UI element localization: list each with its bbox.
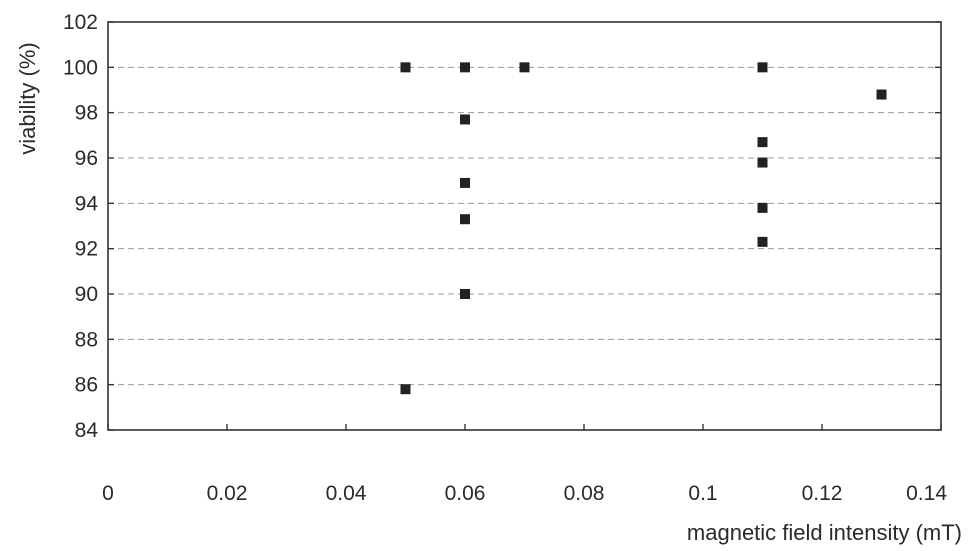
- y-axis: 84 86 88 90 92 94 96 98 100 102: [63, 11, 941, 442]
- data-point: [460, 289, 470, 299]
- x-tick-label: 0.08: [564, 482, 605, 505]
- data-points: [400, 62, 887, 395]
- data-point: [757, 236, 768, 247]
- x-tick-label: 0.04: [326, 482, 367, 505]
- y-tick-label: 92: [75, 238, 98, 261]
- data-point: [460, 114, 470, 125]
- data-point: [757, 62, 768, 73]
- data-point: [400, 62, 411, 73]
- x-tick-label: 0.06: [445, 482, 486, 505]
- x-axis: 0 0.02 0.04 0.06 0.08 0.1 0.12 0.14: [102, 424, 947, 505]
- x-tick-label: 0.12: [802, 482, 843, 505]
- plot-area-frame: [107, 21, 942, 431]
- y-tick-label: 102: [63, 11, 98, 34]
- data-point: [400, 384, 411, 395]
- y-tick-label: 98: [75, 102, 98, 125]
- gridlines: [108, 66, 941, 386]
- data-point: [460, 62, 470, 73]
- y-tick-label: 96: [75, 147, 98, 170]
- y-tick-label: 90: [75, 283, 98, 306]
- x-axis-title: magnetic field intensity (mT): [687, 520, 962, 545]
- x-tick-label: 0.14: [906, 482, 947, 505]
- data-point: [460, 214, 470, 225]
- y-tick-label: 100: [63, 56, 98, 79]
- data-point: [460, 177, 470, 188]
- y-tick-label: 84: [75, 419, 99, 442]
- x-tick-label: 0: [102, 482, 114, 505]
- y-axis-title: viability (%): [15, 42, 40, 154]
- y-tick-label: 86: [75, 374, 98, 397]
- data-point: [757, 202, 768, 213]
- y-tick-label: 94: [75, 192, 99, 215]
- x-tick-label: 0.02: [207, 482, 248, 505]
- data-point: [519, 62, 530, 73]
- x-tick-label: 0.1: [688, 482, 717, 505]
- data-point: [757, 137, 768, 148]
- data-point: [876, 89, 887, 100]
- data-point: [757, 157, 768, 168]
- y-tick-label: 88: [75, 328, 98, 351]
